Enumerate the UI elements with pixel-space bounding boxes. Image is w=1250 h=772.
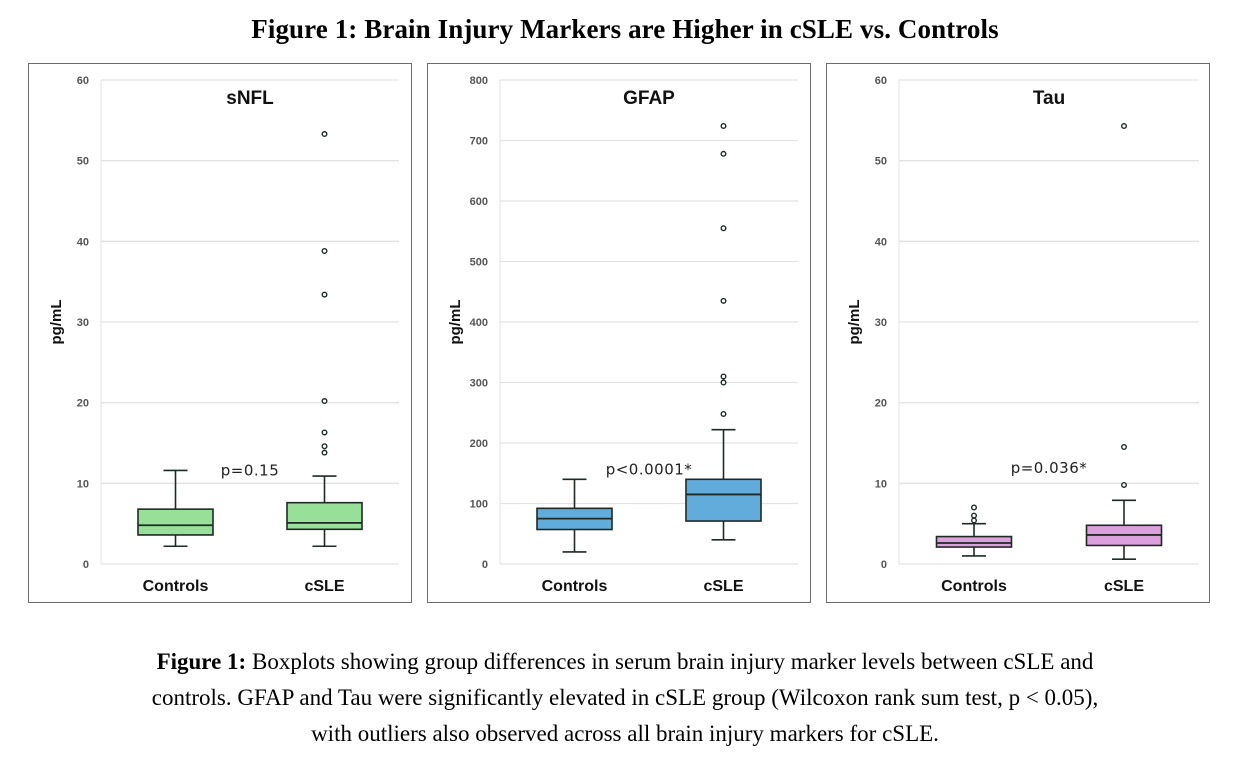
y-axis-label: pg/mL — [447, 300, 464, 345]
p-value-annotation: p<0.0001* — [606, 460, 693, 478]
iqr-box — [137, 508, 214, 536]
y-tick-label: 200 — [470, 438, 488, 450]
caption-label: Figure 1: — [156, 649, 247, 674]
y-tick-label: 0 — [881, 559, 887, 571]
outlier-point — [970, 512, 977, 519]
y-tick-label: 10 — [77, 478, 89, 490]
outlier-point — [720, 150, 727, 157]
y-tick-label: 60 — [875, 75, 887, 87]
caption-line-1: Figure 1: Boxplots showing group differe… — [0, 644, 1250, 680]
x-category-label: cSLE — [1104, 578, 1144, 595]
y-tick-label: 0 — [83, 559, 89, 571]
outlier-point — [720, 297, 727, 304]
y-tick-label: 40 — [77, 236, 89, 248]
y-tick-label: 500 — [470, 257, 488, 269]
panel-title: sNFL — [226, 88, 274, 109]
outlier-point — [970, 504, 977, 511]
caption-line-3: with outliers also observed across all b… — [311, 721, 939, 746]
y-axis-label: pg/mL — [846, 300, 863, 345]
panel-title: Tau — [1033, 88, 1065, 109]
p-value-annotation: p=0.036* — [1011, 459, 1088, 477]
y-tick-label: 20 — [77, 398, 89, 410]
box-group-controls — [536, 478, 613, 553]
y-axis-label: pg/mL — [48, 300, 65, 345]
outlier-point — [970, 517, 977, 524]
iqr-box — [286, 501, 363, 531]
outlier-point — [720, 225, 727, 232]
outlier-point — [720, 410, 727, 417]
panel-snfl: 0 10 20 30 40 50 60 sNFL pg/mL Controls cSLE p=0.15 — [28, 63, 412, 603]
caption-text-1: Boxplots showing group differences in se… — [246, 649, 1094, 674]
x-category-label: Controls — [143, 578, 209, 595]
y-tick-label: 700 — [470, 136, 488, 148]
outlier-point — [720, 379, 727, 386]
y-tick-label: 20 — [875, 398, 887, 410]
y-tick-label: 400 — [470, 317, 488, 329]
figure-caption: Figure 1: Boxplots showing group differe… — [0, 644, 1250, 752]
caption-line-2: controls. GFAP and Tau were significantl… — [151, 685, 1099, 710]
y-tick-label: 60 — [77, 75, 89, 87]
p-value-annotation: p=0.15 — [221, 461, 280, 479]
boxplot-tau: 0 10 20 30 40 50 60 Tau pg/mL Controls cSLE p=0.036… — [846, 75, 1199, 595]
x-category-label: Controls — [941, 578, 1007, 595]
panel-title: GFAP — [623, 88, 675, 109]
x-category-label: cSLE — [304, 578, 344, 595]
y-tick-label: 30 — [77, 317, 89, 329]
outlier-point — [321, 429, 328, 436]
y-tick-label: 0 — [482, 559, 488, 571]
panel-tau: 0 10 20 30 40 50 60 Tau pg/mL Controls cSLE p=0.036… — [826, 63, 1210, 603]
outlier-point — [321, 291, 328, 298]
outlier-point — [321, 449, 328, 456]
y-tick-label: 50 — [875, 156, 887, 168]
box-group-csle — [1085, 122, 1163, 560]
boxplot-gfap: 0 100 200 300 400 500 600 700 800 GFAP pg/mL Contro… — [447, 75, 798, 595]
box-group-csle — [286, 131, 363, 548]
box-group-controls — [935, 504, 1013, 557]
y-tick-label: 30 — [875, 317, 887, 329]
y-tick-label: 800 — [470, 75, 488, 87]
outlier-point — [321, 248, 328, 255]
panel-gfap: 0 100 200 300 400 500 600 700 800 GFAP pg/mL Contro… — [427, 63, 811, 603]
outlier-point — [720, 122, 727, 129]
x-category-label: Controls — [542, 578, 608, 595]
iqr-box — [685, 478, 762, 522]
y-tick-label: 40 — [875, 236, 887, 248]
y-tick-label: 100 — [470, 499, 488, 511]
outlier-point — [1121, 122, 1128, 129]
y-tick-label: 300 — [470, 378, 488, 390]
outlier-point — [1121, 444, 1128, 451]
box-group-csle — [685, 122, 762, 541]
outlier-point — [1121, 481, 1128, 488]
outlier-point — [321, 131, 328, 138]
figure-title: Figure 1: Brain Injury Markers are Highe… — [251, 14, 999, 44]
x-category-label: cSLE — [703, 578, 743, 595]
y-tick-label: 600 — [470, 196, 488, 208]
outlier-point — [720, 373, 727, 380]
boxplot-snfl: 0 10 20 30 40 50 60 sNFL pg/mL Controls cSLE p=0.15 — [48, 75, 399, 595]
y-tick-label: 10 — [875, 478, 887, 490]
y-tick-label: 50 — [77, 156, 89, 168]
box-group-controls — [137, 469, 214, 548]
outlier-point — [321, 398, 328, 405]
outlier-point — [321, 443, 328, 450]
iqr-box — [935, 535, 1013, 548]
